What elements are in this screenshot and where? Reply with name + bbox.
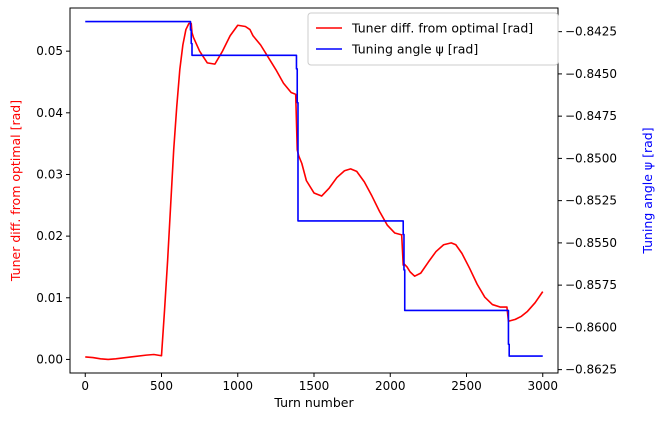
right-y-tick-label: −0.8600 <box>565 320 617 334</box>
right-y-tick-label: −0.8425 <box>565 25 617 39</box>
left-y-tick-label: 0.01 <box>36 291 63 305</box>
right-y-tick-label: −0.8475 <box>565 109 617 123</box>
left-y-tick-label: 0.04 <box>36 106 63 120</box>
x-tick-label: 1000 <box>222 379 253 393</box>
x-tick-label: 2500 <box>451 379 482 393</box>
legend-box <box>307 12 559 66</box>
tuning-angle-line <box>85 20 543 357</box>
left-y-tick-label: 0.02 <box>36 229 63 243</box>
right-y-tick-label: −0.8550 <box>565 236 617 250</box>
x-tick-label: 3000 <box>527 379 558 393</box>
right-y-tick-label: −0.8575 <box>565 278 617 292</box>
x-tick-label: 2000 <box>375 379 406 393</box>
right-y-tick-label: −0.8525 <box>565 194 617 208</box>
series-layer <box>85 20 544 361</box>
right-y-tick-label: −0.8450 <box>565 67 617 81</box>
x-tick-label: 500 <box>150 379 173 393</box>
x-tick-label: 0 <box>81 379 89 393</box>
left-y-axis-label: Tuner diff. from optimal [rad] <box>8 100 23 282</box>
tuner-diff-line <box>85 22 544 361</box>
right-y-tick-label: −0.8625 <box>565 363 617 377</box>
x-tick-label: 1500 <box>299 379 330 393</box>
ticks-layer: 0 500 1000 1500 2000 2500 3000 0.00 0.01 0.02 0.03… <box>36 25 617 393</box>
right-y-tick-label: −0.8500 <box>565 151 617 165</box>
legend-label-tuner-diff: Tuner diff. from optimal [rad] <box>351 21 533 36</box>
left-y-tick-label: 0.03 <box>36 167 63 181</box>
legend: Tuner diff. from optimal [rad] Tuning an… <box>307 12 559 66</box>
legend-label-tuning-angle: Tuning angle ψ [rad] <box>351 42 478 57</box>
right-y-axis-label: Tuning angle ψ [rad] <box>640 127 655 254</box>
left-y-tick-label: 0.00 <box>36 352 63 366</box>
left-y-tick-label: 0.05 <box>36 44 63 58</box>
x-axis-label: Turn number <box>273 395 354 410</box>
